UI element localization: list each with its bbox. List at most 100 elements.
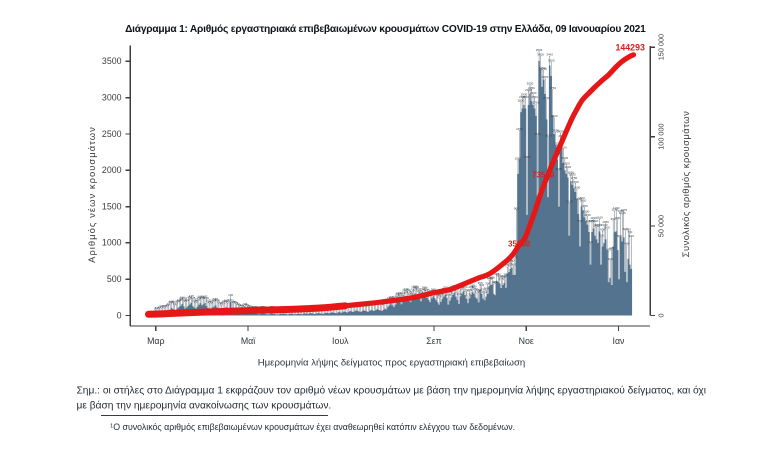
svg-text:260: 260 [484, 287, 489, 291]
svg-text:Ημερομηνία λήψης δείγματος προ: Ημερομηνία λήψης δείγματος προς εργαστηρ… [258, 358, 526, 369]
svg-text:28: 28 [162, 305, 166, 309]
svg-text:700: 700 [627, 230, 632, 234]
svg-text:55: 55 [230, 299, 234, 303]
svg-text:92: 92 [217, 300, 221, 304]
svg-text:1100: 1100 [566, 200, 573, 204]
svg-text:3500: 3500 [102, 56, 122, 66]
svg-text:112: 112 [184, 298, 189, 302]
svg-text:78: 78 [209, 300, 213, 304]
svg-text:640: 640 [508, 259, 513, 263]
svg-text:0: 0 [656, 313, 665, 317]
svg-text:90: 90 [226, 300, 230, 304]
svg-text:245: 245 [425, 288, 430, 292]
svg-text:100: 100 [222, 299, 227, 303]
svg-text:115: 115 [224, 299, 229, 303]
svg-text:250: 250 [473, 287, 478, 291]
svg-text:62: 62 [167, 302, 171, 306]
svg-text:3250: 3250 [540, 67, 547, 71]
svg-text:230: 230 [410, 288, 415, 292]
svg-text:1500: 1500 [578, 196, 585, 200]
svg-text:450: 450 [502, 274, 507, 278]
svg-text:1198: 1198 [590, 216, 597, 220]
svg-text:285: 285 [469, 285, 474, 289]
svg-text:2900: 2900 [521, 93, 528, 97]
svg-text:2750: 2750 [533, 101, 540, 105]
svg-text:3050: 3050 [527, 82, 534, 86]
svg-text:Σημ.: οι στήλες στο Διάγραμμα: Σημ.: οι στήλες στο Διάγραμμα 1 εκφράζου… [77, 385, 707, 397]
svg-text:3442: 3442 [546, 53, 553, 57]
svg-text:122: 122 [212, 297, 217, 301]
svg-text:379: 379 [499, 277, 504, 281]
svg-text:1150: 1150 [586, 219, 593, 223]
svg-text:78: 78 [175, 301, 179, 305]
svg-text:560: 560 [511, 262, 516, 266]
svg-text:2100: 2100 [560, 145, 567, 149]
svg-text:270: 270 [423, 286, 428, 290]
svg-text:2150: 2150 [516, 127, 523, 131]
svg-text:170: 170 [466, 292, 471, 296]
svg-text:640: 640 [629, 234, 634, 238]
svg-text:280: 280 [463, 285, 468, 289]
svg-text:100: 100 [175, 299, 180, 303]
svg-text:112: 112 [215, 298, 220, 302]
svg-text:2850: 2850 [531, 95, 538, 99]
svg-text:380: 380 [503, 273, 508, 277]
svg-text:260: 260 [416, 287, 421, 291]
svg-text:148: 148 [196, 296, 201, 300]
svg-text:135: 135 [178, 296, 183, 300]
svg-text:290: 290 [443, 286, 448, 290]
svg-text:1650: 1650 [534, 132, 541, 136]
svg-text:Ιαν: Ιαν [613, 336, 626, 346]
svg-text:250: 250 [405, 288, 410, 292]
svg-text:180: 180 [476, 288, 481, 292]
svg-text:με βάση την ημερομηνία ανακοίν: με βάση την ημερομηνία ανακοίνωσης των κ… [77, 400, 332, 412]
svg-text:118: 118 [177, 298, 182, 302]
svg-text:Μαϊ: Μαϊ [241, 336, 256, 346]
svg-text:1000: 1000 [102, 238, 122, 248]
svg-text:Μαρ: Μαρ [147, 336, 164, 346]
svg-text:105: 105 [169, 299, 174, 303]
svg-text:3504: 3504 [536, 48, 543, 52]
svg-text:3400: 3400 [537, 52, 544, 56]
svg-text:40: 40 [247, 304, 251, 308]
svg-text:300: 300 [491, 281, 496, 285]
svg-text:92: 92 [208, 300, 212, 304]
svg-text:140: 140 [390, 296, 395, 300]
svg-text:168: 168 [198, 295, 203, 299]
svg-text:100 000: 100 000 [656, 123, 665, 149]
svg-text:66: 66 [244, 302, 248, 306]
svg-text:1950: 1950 [515, 156, 522, 160]
svg-text:3300: 3300 [548, 59, 555, 63]
svg-text:Συνολικός αριθμός κρουσμάτων: Συνολικός αριθμός κρουσμάτων [680, 111, 691, 258]
svg-text:600: 600 [506, 261, 511, 265]
svg-text:2150: 2150 [554, 142, 561, 146]
svg-text:280: 280 [493, 280, 498, 284]
svg-text:500: 500 [107, 274, 122, 284]
svg-text:120: 120 [195, 297, 200, 301]
svg-text:230: 230 [475, 289, 480, 293]
svg-text:1Ο συνολικός αριθμός επιβεβαιω: 1Ο συνολικός αριθμός επιβεβαιωμένων κρου… [110, 422, 515, 432]
svg-text:215: 215 [407, 290, 412, 294]
svg-text:78: 78 [235, 301, 239, 305]
svg-text:1950: 1950 [563, 161, 570, 165]
svg-text:1000: 1000 [595, 223, 602, 227]
svg-text:1086: 1086 [617, 209, 624, 213]
svg-text:265: 265 [458, 286, 463, 290]
svg-text:140: 140 [199, 296, 204, 300]
svg-text:1900: 1900 [564, 165, 571, 169]
svg-text:160: 160 [456, 292, 461, 296]
svg-text:1075: 1075 [620, 208, 627, 212]
svg-text:1160: 1160 [613, 206, 620, 210]
svg-text:150: 150 [446, 293, 451, 297]
svg-text:40: 40 [161, 304, 165, 308]
svg-text:88: 88 [172, 300, 176, 304]
svg-text:0: 0 [117, 310, 122, 320]
svg-text:950: 950 [577, 219, 582, 223]
svg-text:72: 72 [227, 298, 231, 302]
svg-text:1850: 1850 [568, 170, 575, 174]
svg-text:155: 155 [399, 294, 404, 298]
svg-text:215: 215 [396, 291, 401, 295]
svg-text:460: 460 [624, 241, 629, 245]
svg-text:22: 22 [158, 305, 162, 309]
svg-text:44: 44 [240, 304, 244, 308]
